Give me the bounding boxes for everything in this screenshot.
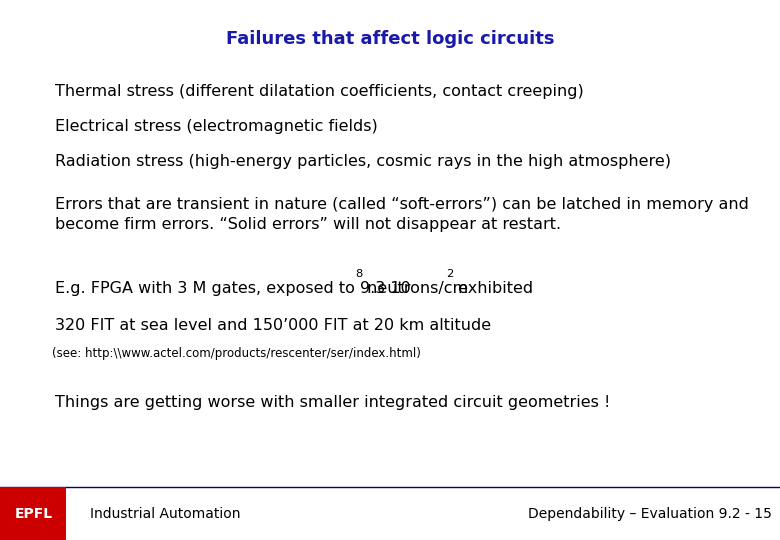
Text: 2: 2 [446, 269, 453, 279]
Text: Things are getting worse with smaller integrated circuit geometries !: Things are getting worse with smaller in… [55, 395, 610, 410]
Text: exhibited: exhibited [453, 281, 533, 296]
Text: 8: 8 [356, 269, 363, 279]
Bar [0, 487, 66, 540]
Text: Industrial Automation: Industrial Automation [90, 507, 240, 521]
Text: Radiation stress (high-energy particles, cosmic rays in the high atmosphere): Radiation stress (high-energy particles,… [55, 154, 671, 169]
Text: Dependability – Evaluation 9.2 - 15: Dependability – Evaluation 9.2 - 15 [528, 507, 772, 521]
Text: Errors that are transient in nature (called “soft-errors”) can be latched in mem: Errors that are transient in nature (cal… [55, 197, 749, 232]
Text: (see: http:\\www.actel.com/products/rescenter/ser/index.html): (see: http:\\www.actel.com/products/resc… [52, 347, 421, 360]
Text: E.g. FPGA with 3 M gates, exposed to 9.3 10: E.g. FPGA with 3 M gates, exposed to 9.3… [55, 281, 410, 296]
Text: Electrical stress (electromagnetic fields): Electrical stress (electromagnetic field… [55, 119, 378, 134]
Text: Failures that affect logic circuits: Failures that affect logic circuits [225, 30, 555, 48]
Text: EPFL: EPFL [15, 507, 52, 521]
Text: Thermal stress (different dilatation coefficients, contact creeping): Thermal stress (different dilatation coe… [55, 84, 583, 99]
Text: 320 FIT at sea level and 150’000 FIT at 20 km altitude: 320 FIT at sea level and 150’000 FIT at … [55, 318, 491, 333]
Text: neutrons/cm: neutrons/cm [362, 281, 468, 296]
